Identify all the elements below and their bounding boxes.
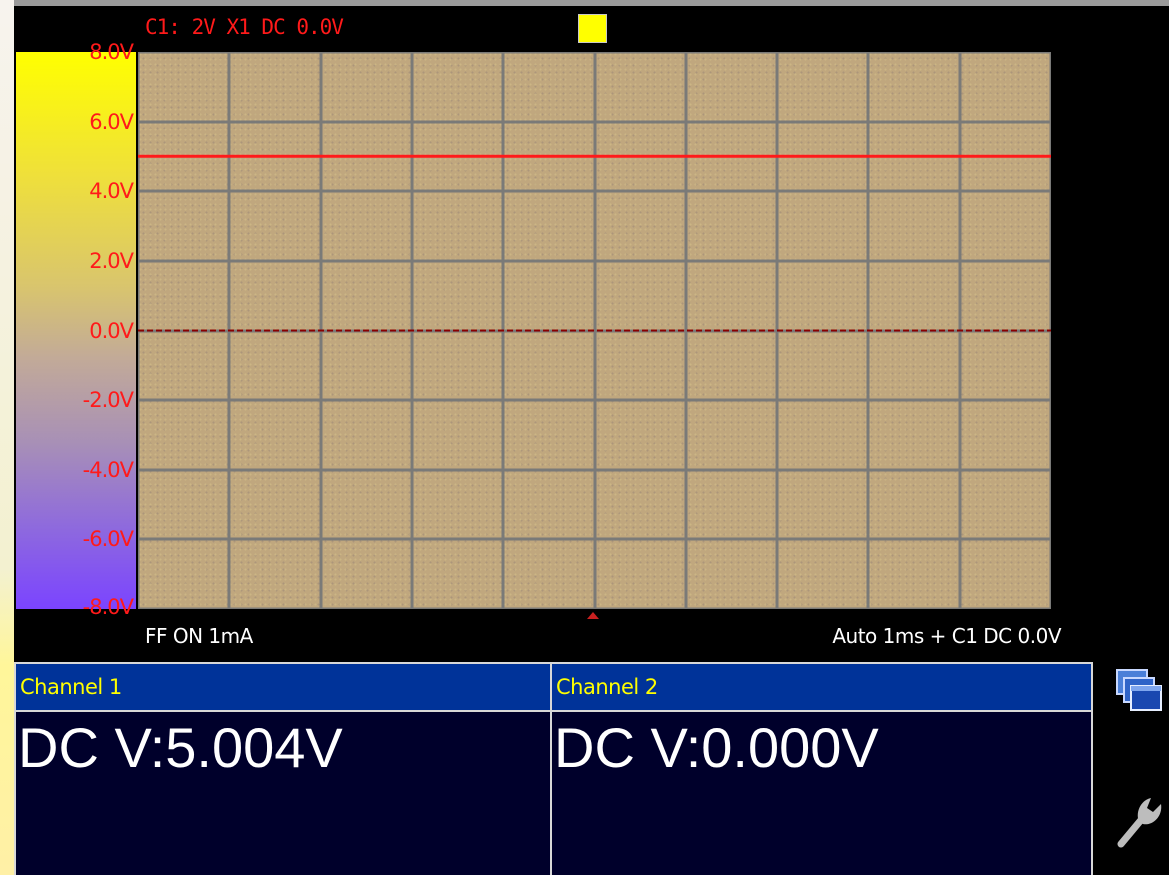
waveform-plot[interactable] — [138, 52, 1051, 609]
side-toolbar — [1093, 662, 1169, 875]
left-edge-stripe — [0, 0, 14, 875]
y-axis-label: -2.0V — [82, 388, 134, 413]
top-rule — [14, 0, 1169, 6]
y-axis-label: 8.0V — [89, 40, 134, 64]
channel-2-header: Channel 2 — [552, 664, 1091, 712]
probe-status-text: FF ON 1mA — [145, 624, 253, 648]
y-axis-label: 6.0V — [89, 109, 134, 134]
windows-icon[interactable] — [1115, 668, 1163, 722]
channel-1-value: DC V:5.004V — [18, 716, 343, 779]
trigger-status-indicator — [578, 14, 607, 43]
trigger-position-marker — [587, 612, 599, 619]
y-axis-label: -4.0V — [82, 457, 134, 482]
y-axis-gradient-bar — [16, 52, 136, 609]
channel-2-measurement-panel[interactable]: Channel 2 DC V:0.000V — [550, 662, 1093, 875]
channel-1-measurement-panel[interactable]: Channel 1 DC V:5.004V — [14, 662, 552, 875]
y-axis-label: -8.0V — [82, 595, 134, 619]
wrench-icon[interactable] — [1115, 790, 1165, 854]
y-axis-label: 2.0V — [89, 248, 134, 273]
plot-canvas — [138, 52, 1051, 609]
channel-1-header: Channel 1 — [16, 664, 550, 712]
channel-settings-header: C1: 2V X1 DC 0.0V — [145, 15, 344, 39]
channel-2-value: DC V:0.000V — [554, 716, 879, 779]
y-axis-label: 4.0V — [89, 179, 134, 204]
timebase-trigger-text: Auto 1ms + C1 DC 0.0V — [832, 624, 1061, 648]
y-axis-label: -6.0V — [82, 527, 134, 552]
y-axis-label: 0.0V — [89, 318, 134, 343]
